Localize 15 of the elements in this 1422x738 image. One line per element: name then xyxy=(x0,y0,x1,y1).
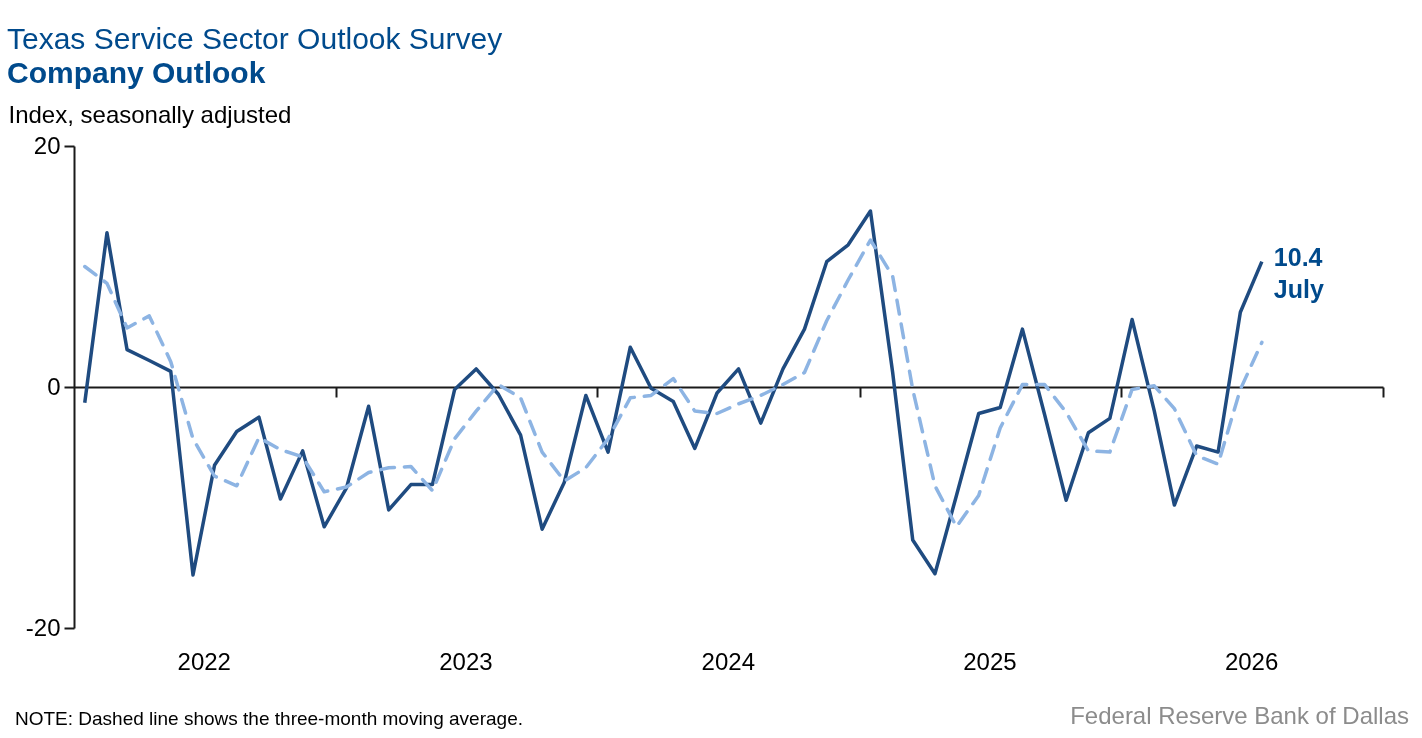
x-tick-label: 2024 xyxy=(701,647,755,675)
y-tick-label: 20 xyxy=(33,131,61,159)
x-tick-label: 2022 xyxy=(177,647,231,675)
text: Federal Reserve Bank of Dallas xyxy=(1070,702,1409,729)
y-axis-title: Index, seasonally adjusted xyxy=(8,100,292,128)
chart-subtitle: Company Outlook xyxy=(7,56,266,89)
y-tick-label: 0 xyxy=(47,372,61,400)
annotation: 10.4 July xyxy=(1273,242,1324,303)
text: NOTE: Dashed line shows the three-month moving average. xyxy=(15,708,523,729)
x-tick-label: 2023 xyxy=(439,647,493,675)
chart-title: Texas Service Sector Outlook Survey xyxy=(7,22,503,55)
line-series xyxy=(83,209,1264,577)
y-tick-label: -20 xyxy=(25,613,61,641)
x-tick-label: 2026 xyxy=(1224,647,1279,675)
x-tick-label: 2025 xyxy=(963,647,1017,675)
